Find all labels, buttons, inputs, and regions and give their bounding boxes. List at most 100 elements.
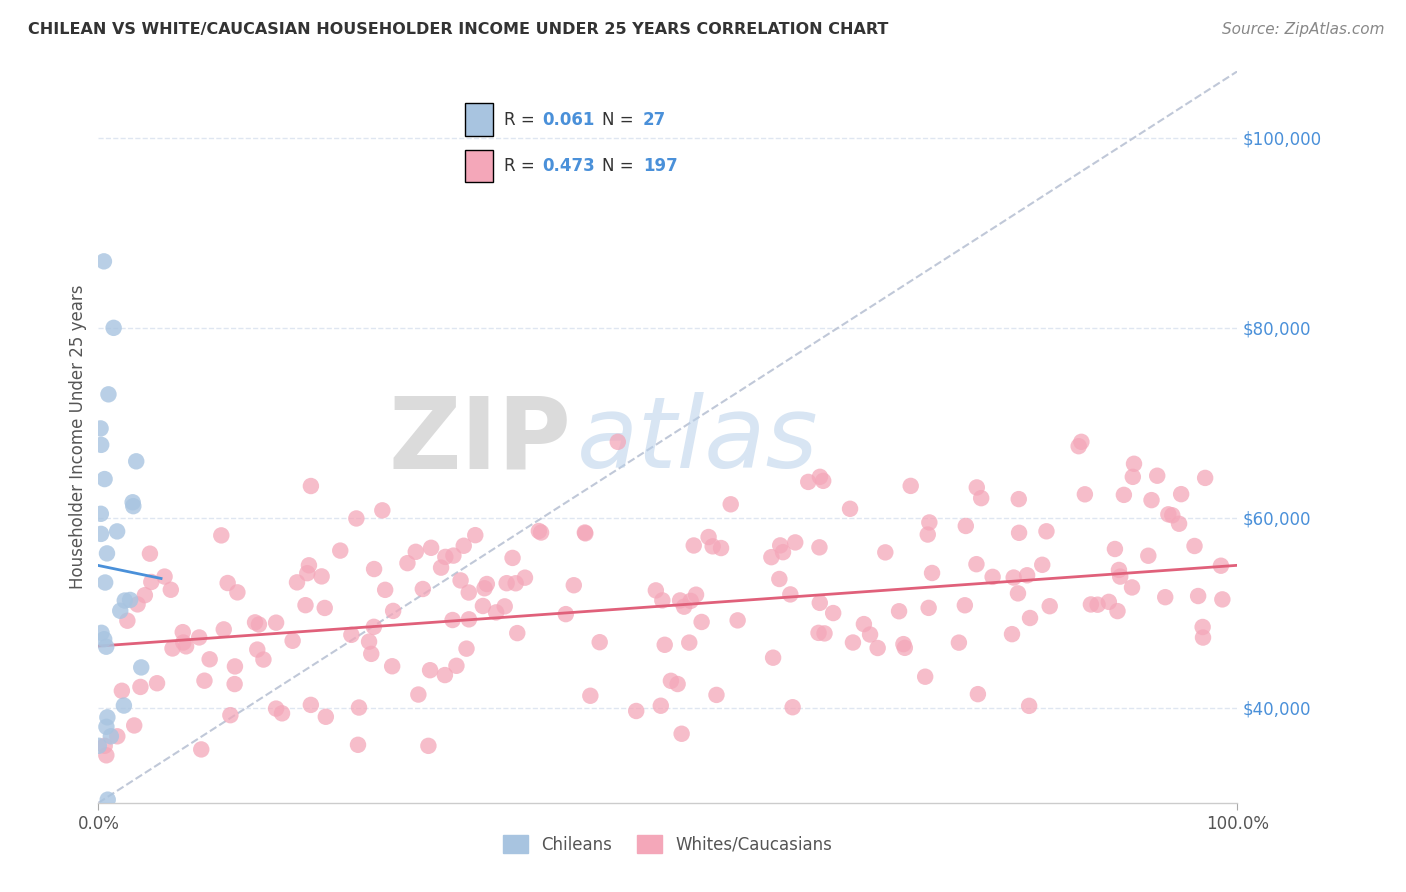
Point	[271, 706, 294, 721]
Point	[1112, 488, 1135, 502]
Point	[887, 604, 910, 618]
Point	[811, 474, 834, 488]
Point	[1161, 508, 1184, 523]
Point	[129, 660, 152, 674]
Point	[574, 525, 596, 540]
Text: Source: ZipAtlas.com: Source: ZipAtlas.com	[1222, 22, 1385, 37]
Point	[502, 550, 524, 565]
Point	[90, 527, 112, 541]
Point	[948, 635, 970, 649]
Point	[494, 599, 516, 614]
Point	[93, 739, 115, 753]
Point	[381, 659, 404, 673]
Point	[94, 575, 117, 590]
Point	[285, 575, 308, 590]
Point	[162, 641, 184, 656]
Point	[1140, 493, 1163, 508]
Point	[347, 738, 370, 752]
Point	[464, 528, 486, 542]
Point	[252, 652, 274, 666]
Point	[224, 677, 246, 691]
Point	[706, 688, 728, 702]
Point	[1001, 627, 1024, 641]
Point	[768, 572, 790, 586]
Point	[93, 632, 115, 647]
Point	[1008, 525, 1031, 540]
Point	[917, 600, 939, 615]
Point	[859, 627, 882, 641]
Point	[1039, 599, 1062, 614]
Point	[281, 633, 304, 648]
Point	[374, 582, 396, 597]
Point	[761, 550, 783, 565]
Point	[90, 507, 112, 521]
Point	[966, 480, 988, 494]
Point	[1170, 487, 1192, 501]
Point	[105, 524, 128, 539]
Point	[475, 577, 498, 591]
Point	[139, 547, 162, 561]
Point	[1122, 470, 1144, 484]
Point	[174, 640, 197, 654]
Point	[1121, 581, 1143, 595]
Point	[682, 539, 704, 553]
Point	[495, 576, 517, 591]
Point	[457, 585, 479, 599]
Point	[340, 628, 363, 642]
Point	[1070, 434, 1092, 449]
Point	[981, 570, 1004, 584]
Point	[579, 689, 602, 703]
Point	[970, 491, 993, 505]
Point	[813, 626, 835, 640]
Point	[146, 676, 169, 690]
Point	[1137, 549, 1160, 563]
Point	[97, 792, 120, 806]
Point	[97, 387, 120, 401]
Point	[87, 739, 110, 753]
Point	[125, 454, 148, 468]
Point	[344, 511, 367, 525]
Point	[420, 541, 443, 555]
Point	[190, 742, 212, 756]
Point	[90, 421, 112, 435]
Point	[246, 642, 269, 657]
Point	[659, 673, 682, 688]
Point	[226, 585, 249, 599]
Point	[769, 538, 792, 552]
Point	[127, 598, 149, 612]
Point	[530, 525, 553, 540]
Point	[159, 582, 181, 597]
Text: ZIP: ZIP	[388, 392, 571, 489]
Point	[624, 704, 647, 718]
Point	[329, 543, 352, 558]
Point	[294, 598, 316, 612]
Point	[120, 593, 142, 607]
Point	[371, 503, 394, 517]
Point	[727, 613, 749, 627]
Point	[243, 615, 266, 630]
Point	[90, 625, 112, 640]
Point	[419, 663, 441, 677]
Point	[782, 700, 804, 714]
Point	[785, 535, 807, 549]
Point	[1035, 524, 1057, 539]
Point	[866, 640, 889, 655]
Text: atlas: atlas	[576, 392, 818, 489]
Point	[96, 720, 118, 734]
Point	[702, 539, 724, 553]
Point	[1067, 439, 1090, 453]
Point	[450, 574, 472, 588]
Point	[1098, 595, 1121, 609]
Point	[875, 545, 897, 559]
Point	[1080, 598, 1102, 612]
Point	[172, 625, 194, 640]
Point	[153, 569, 176, 583]
Point	[808, 470, 831, 484]
Point	[1002, 570, 1025, 584]
Point	[217, 576, 239, 591]
Point	[90, 438, 112, 452]
Point	[198, 652, 221, 666]
Point	[1019, 611, 1042, 625]
Point	[852, 617, 875, 632]
Point	[96, 710, 118, 724]
